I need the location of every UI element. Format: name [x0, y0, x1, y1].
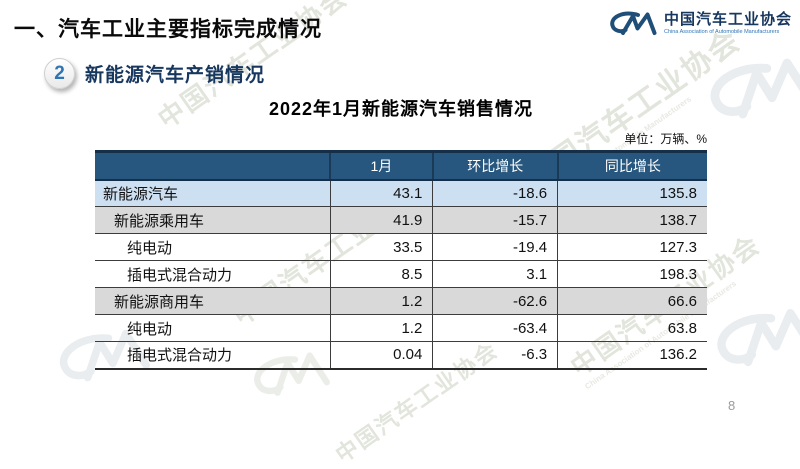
row-label: 插电式混合动力: [95, 260, 330, 288]
cam-logo: 中国汽车工业协会 China Association of Automobile…: [608, 10, 792, 37]
unit-note: 单位：万辆、%: [624, 132, 707, 146]
logo-name-en: China Association of Automobile Manufact…: [663, 29, 780, 36]
cell-value: -63.4: [432, 314, 558, 342]
table-header-row: 1月 环比增长 同比增长: [95, 150, 707, 181]
cam-logo-icon: [610, 11, 657, 36]
cell-value: -19.4: [432, 233, 558, 261]
section-number-badge: 2: [44, 58, 75, 89]
row-label: 新能源乘用车: [95, 206, 330, 234]
cell-value: 1.2: [329, 314, 433, 342]
col-header-january: 1月: [329, 150, 433, 181]
cell-value: 3.1: [432, 260, 558, 288]
row-label: 新能源商用车: [95, 287, 330, 315]
cell-value: 0.04: [329, 341, 433, 370]
row-label: 纯电动: [95, 233, 330, 261]
table-row: 插电式混合动力 8.5 3.1 198.3: [95, 260, 707, 288]
cell-value: 127.3: [557, 233, 707, 261]
row-label: 纯电动: [95, 314, 330, 342]
section-title: 新能源汽车产销情况: [85, 65, 266, 86]
table-row: 纯电动 1.2 -63.4 63.8: [95, 314, 707, 342]
sales-table: 1月 环比增长 同比增长 新能源汽车 43.1 -18.6 135.8 新能源乘…: [95, 150, 707, 370]
table-row: 新能源商用车 1.2 -62.6 66.6: [95, 287, 707, 315]
cell-value: 138.7: [557, 206, 707, 234]
cell-value: -18.6: [432, 179, 558, 207]
cell-value: 33.5: [329, 233, 433, 261]
table-row: 纯电动 33.5 -19.4 127.3: [95, 233, 707, 261]
cam-logo-watermark-icon: [707, 300, 800, 377]
cell-value: 1.2: [329, 287, 433, 315]
logo-name-cn: 中国汽车工业协会: [663, 10, 792, 28]
row-label: 新能源汽车: [95, 179, 330, 207]
cell-value: -15.7: [432, 206, 558, 234]
cell-value: -62.6: [432, 287, 558, 315]
cell-value: 8.5: [329, 260, 433, 288]
table-title: 2022年1月新能源汽车销售情况: [268, 99, 534, 119]
table-row: 新能源汽车 43.1 -18.6 135.8: [95, 179, 707, 207]
cell-value: 41.9: [329, 206, 433, 234]
cell-value: 198.3: [557, 260, 707, 288]
section-heading: 2 新能源汽车产销情况: [44, 58, 265, 89]
col-header-yoy-growth: 同比增长: [556, 150, 707, 181]
cell-value: 136.2: [557, 341, 707, 370]
cam-logo-watermark-icon: [700, 49, 800, 129]
cell-value: 135.8: [557, 179, 707, 207]
row-label: 插电式混合动力: [95, 341, 330, 370]
page-number: 8: [728, 398, 736, 413]
table-row: 新能源乘用车 41.9 -15.7 138.7: [95, 206, 707, 234]
cell-value: -6.3: [432, 341, 558, 370]
cell-value: 66.6: [557, 287, 707, 315]
col-header-mom-growth: 环比增长: [431, 150, 558, 181]
cell-value: 43.1: [329, 179, 433, 207]
table-row: 插电式混合动力 0.04 -6.3 136.2: [95, 341, 707, 370]
page-title: 一、汽车工业主要指标完成情况: [14, 18, 322, 41]
cell-value: 63.8: [557, 314, 707, 342]
col-header-category: [95, 150, 330, 181]
